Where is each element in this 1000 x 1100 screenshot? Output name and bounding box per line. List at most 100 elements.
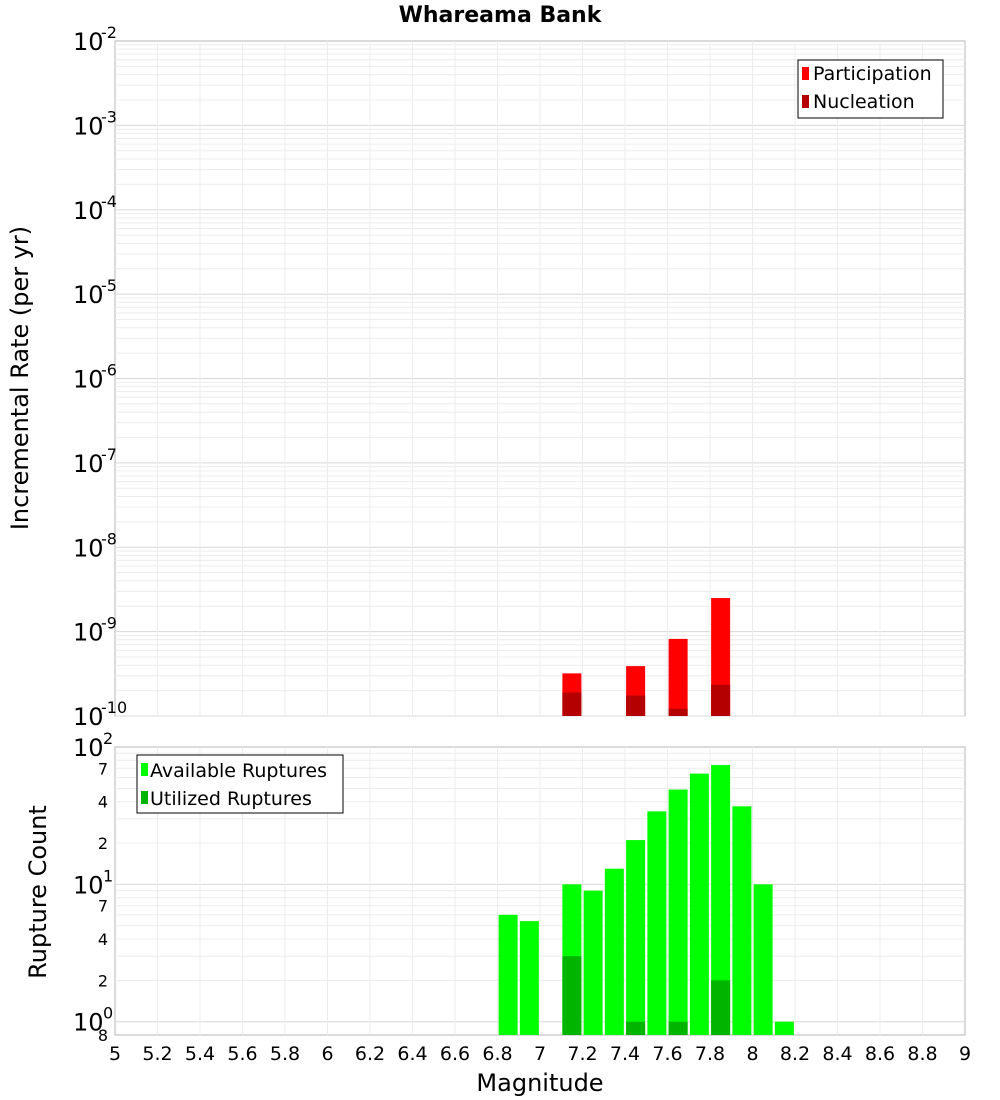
top-y-tick-label: 10-8 [73,529,117,562]
utilized-ruptures-bar [668,1021,688,1035]
available-ruptures-bar [732,806,752,1035]
x-tick-label: 8.2 [780,1043,810,1065]
x-tick-label: 7.2 [567,1043,597,1065]
nucleation-bar [711,684,731,716]
participation-bar [668,638,688,716]
legend-swatch-participation [802,67,809,80]
nucleation-bar [668,708,688,716]
top-y-tick-label: 10-10 [73,698,127,731]
bottom-legend-box [136,754,344,814]
legend-swatch-utilized [141,791,148,804]
bottom-y-minor-tick-label: 2 [98,834,108,853]
y-tick-base: 10 [73,450,104,478]
y-tick-base: 10 [73,619,104,647]
bottom-y-tick-label: 10 0 [73,1004,113,1037]
available-ruptures-bar [753,884,773,1035]
top-y-tick-label: 10-9 [73,614,117,647]
chart-title: Whareama Bank [399,3,603,28]
x-tick-label: 9 [959,1043,971,1065]
x-tick-label: 7 [534,1043,546,1065]
y-tick-base: 10 [73,281,104,309]
y-tick-exponent: -9 [101,614,117,633]
x-tick-label: 8.8 [907,1043,937,1065]
y-tick-base: 10 [73,28,104,56]
y-tick-exponent: -4 [101,192,117,211]
legend-label-participation: Participation [813,63,932,85]
utilized-ruptures-bar [626,1021,646,1035]
x-tick-label: 5.4 [185,1043,215,1065]
bottom-y-minor-tick-label: 7 [98,759,108,778]
available-ruptures-bar [519,921,539,1035]
y-tick-exponent: 2 [103,729,113,748]
legend-swatch-available [141,763,148,776]
y-tick-exponent: -2 [101,23,117,42]
y-tick-base: 10 [73,871,104,899]
bottom-y-tick-label: 10 2 [73,729,113,762]
y-tick-exponent: -3 [101,107,117,126]
y-tick-base: 10 [73,734,104,762]
x-tick-label: 5.8 [270,1043,300,1065]
bottom-bars [498,764,794,1035]
y-tick-base: 10 [73,703,104,731]
x-tick-label: 6.6 [440,1043,470,1065]
available-ruptures-bar [711,764,731,1035]
available-ruptures-bar [689,773,709,1035]
x-tick-label: 8.6 [865,1043,895,1065]
available-ruptures-bar [604,868,624,1035]
x-tick-label: 8.4 [822,1043,852,1065]
available-ruptures-bar [498,914,518,1035]
utilized-ruptures-bar [562,956,582,1035]
available-ruptures-bar [626,840,646,1035]
top-y-tick-label: 10-3 [73,107,117,140]
bottom-y-minor-tick-label: 4 [98,930,108,949]
bottom-legend: Available Ruptures Utilized Ruptures [136,754,344,814]
x-tick-label: 6.4 [397,1043,427,1065]
available-ruptures-bar [647,811,667,1035]
y-tick-exponent: -6 [101,361,117,380]
top-y-tick-label: 10-4 [73,192,117,225]
y-tick-exponent: -8 [101,529,117,548]
x-tick-label: 5 [109,1043,121,1065]
available-ruptures-bar [583,890,603,1035]
available-ruptures-bar [774,1021,794,1035]
bottom-y-minor-tick-label: 4 [98,793,108,812]
legend-label-available: Available Ruptures [150,760,327,782]
bottom-y-minor-tick-label: 2 [98,971,108,990]
x-tick-label: 7.4 [610,1043,640,1065]
available-ruptures-bar [668,789,688,1035]
top-legend-box [797,59,944,119]
x-tick-label: 6 [321,1043,333,1065]
x-tick-label: 7.6 [652,1043,682,1065]
top-legend: Participation Nucleation [797,59,944,119]
top-grid [115,41,965,717]
y-tick-exponent: -7 [101,445,117,464]
utilized-ruptures-bar [711,980,731,1035]
y-tick-exponent: 1 [103,866,113,885]
legend-label-utilized: Utilized Ruptures [150,788,312,810]
x-tick-label: 8 [746,1043,758,1065]
y-tick-base: 10 [73,112,104,140]
y-tick-exponent: -5 [101,276,117,295]
top-y-tick-label: 10-7 [73,445,117,478]
top-y-tick-label: 10-6 [73,361,117,394]
x-tick-label: 5.2 [142,1043,172,1065]
x-tick-label: 7.8 [695,1043,725,1065]
bottom-y-tick-label: 10 1 [73,866,113,899]
nucleation-bar [626,695,646,716]
legend-swatch-nucleation [802,95,809,108]
x-tick-label: 6.2 [355,1043,385,1065]
top-bars [562,598,731,716]
x-tick-labels: 5 5.2 5.4 5.6 5.8 6 6.2 6.4 6.6 6.8 7 7.2 7.4 7.6 7.8 8… [109,1043,971,1065]
nucleation-bar [562,692,582,716]
y-tick-base: 10 [73,534,104,562]
y-tick-base: 10 [73,366,104,394]
x-axis-label: Magnitude [476,1069,603,1097]
y-tick-exponent: -10 [101,698,127,717]
bottom-y-minor-tick-label: 8 [98,1026,108,1045]
bottom-y-axis-label: Rupture Count [24,805,52,979]
